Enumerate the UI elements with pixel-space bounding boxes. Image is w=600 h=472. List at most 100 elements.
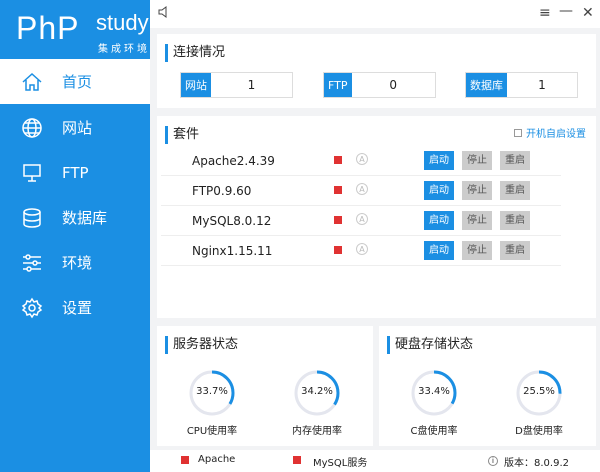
restart-button[interactable]: 重启 <box>500 211 530 230</box>
autostart-checkbox[interactable]: 开机自启设置 <box>514 125 586 140</box>
autostart-label: 开机自启设置 <box>526 129 586 140</box>
connection-card: 连接情况 网站 1 FTP 0 数据库 1 <box>157 34 596 108</box>
checkbox-icon <box>514 129 522 137</box>
gauge-arc <box>516 370 562 416</box>
stop-button[interactable]: 停止 <box>462 151 492 170</box>
mysql-status-indicator <box>293 456 301 464</box>
apache-status-label: Apache <box>198 454 236 465</box>
globe-icon <box>20 116 44 140</box>
sidebar-item-label: 环境 <box>62 254 93 272</box>
minimize-button[interactable]: — <box>559 3 573 19</box>
logo-study: study <box>96 10 149 35</box>
section-title: 套件 <box>165 126 199 144</box>
service-status-indicator <box>334 186 342 194</box>
sidebar-item-ftp[interactable]: FTP <box>0 150 150 195</box>
gauge-ring <box>189 370 235 416</box>
database-icon <box>20 206 44 230</box>
sidebar-item-label: 数据库 <box>62 209 108 227</box>
section-title: 连接情况 <box>165 44 225 62</box>
close-button[interactable]: ✕ <box>582 5 594 21</box>
gauge-arc <box>411 370 457 416</box>
auto-icon[interactable]: A <box>356 213 368 225</box>
service-row: Nginx1.15.11 A 启动 停止 重启 <box>161 236 561 266</box>
gauge-arc <box>294 370 340 416</box>
service-row: MySQL8.0.12 A 启动 停止 重启 <box>161 206 561 236</box>
status-bar: Apache MySQL服务 i 版本：8.0.9.2 <box>150 450 600 472</box>
gauge-arc <box>189 370 235 416</box>
sidebar-item-home[interactable]: 首页 <box>0 59 150 104</box>
gauge-percent: 33.4% <box>418 386 450 397</box>
restart-button[interactable]: 重启 <box>500 151 530 170</box>
conn-value: 1 <box>538 78 546 92</box>
version-label: 版本：8.0.9.2 <box>504 458 569 469</box>
menu-button[interactable]: ≡ <box>539 5 551 21</box>
auto-icon[interactable]: A <box>356 183 368 195</box>
conn-ftp: FTP 0 <box>323 72 436 98</box>
sidebar: PhP study 集成环境 首页 网站 FTP 数据库 环境 设置 <box>0 0 150 472</box>
restart-button[interactable]: 重启 <box>500 181 530 200</box>
sidebar-item-label: 设置 <box>62 299 93 317</box>
sidebar-item-label: FTP <box>62 163 89 182</box>
sidebar-item-website[interactable]: 网站 <box>0 105 150 150</box>
sliders-icon <box>20 251 44 275</box>
section-title: 硬盘存储状态 <box>387 336 473 354</box>
conn-database: 数据库 1 <box>465 72 578 98</box>
service-row: Apache2.4.39 A 启动 停止 重启 <box>161 146 561 176</box>
auto-icon[interactable]: A <box>356 153 368 165</box>
server-status-card: 服务器状态 33.7% CPU使用率 34.2% 内存使用率 <box>157 326 373 446</box>
sidebar-item-settings[interactable]: 设置 <box>0 285 150 330</box>
service-status-indicator <box>334 246 342 254</box>
logo-subtitle: 集成环境 <box>98 44 150 55</box>
sidebar-item-label: 网站 <box>62 119 93 137</box>
title-bar: ≡ — ✕ <box>150 0 600 28</box>
service-name: MySQL8.0.12 <box>192 214 272 228</box>
mysql-status-label: MySQL服务 <box>313 458 368 469</box>
auto-icon[interactable]: A <box>356 243 368 255</box>
gauge-label: C盘使用率 <box>410 426 458 437</box>
logo-php: PhP <box>16 10 80 46</box>
service-status-indicator <box>334 216 342 224</box>
logo: PhP study 集成环境 <box>16 10 149 55</box>
gauge-percent: 34.2% <box>301 386 333 397</box>
stop-button[interactable]: 停止 <box>462 241 492 260</box>
gauge-percent: 25.5% <box>523 386 555 397</box>
apache-status-indicator <box>181 456 189 464</box>
conn-website: 网站 1 <box>180 72 293 98</box>
conn-label: 数据库 <box>466 73 507 97</box>
service-status-indicator <box>334 156 342 164</box>
cpu-gauge: 33.7% CPU使用率 <box>172 368 252 437</box>
sidebar-item-environment[interactable]: 环境 <box>0 240 150 285</box>
suite-card: 套件 开机自启设置 Apache2.4.39 A 启动 停止 重启 FTP0.9.… <box>157 116 596 318</box>
sidebar-item-label: 首页 <box>62 73 93 91</box>
service-name: FTP0.9.60 <box>192 184 252 198</box>
start-button[interactable]: 启动 <box>424 181 454 200</box>
gear-icon <box>20 296 44 320</box>
speaker-icon[interactable] <box>157 5 171 23</box>
gauge-ring <box>411 370 457 416</box>
d-drive-gauge: 25.5% D盘使用率 <box>499 368 579 437</box>
memory-gauge: 34.2% 内存使用率 <box>277 368 357 437</box>
section-title: 服务器状态 <box>165 336 238 354</box>
conn-value: 1 <box>247 78 256 92</box>
sidebar-item-database[interactable]: 数据库 <box>0 195 150 240</box>
service-name: Nginx1.15.11 <box>192 244 273 258</box>
stop-button[interactable]: 停止 <box>462 211 492 230</box>
conn-value: 0 <box>389 78 398 92</box>
gauge-ring <box>516 370 562 416</box>
conn-label: FTP <box>324 73 352 97</box>
restart-button[interactable]: 重启 <box>500 241 530 260</box>
start-button[interactable]: 启动 <box>424 211 454 230</box>
conn-label: 网站 <box>181 73 211 97</box>
gauge-label: 内存使用率 <box>292 426 342 437</box>
home-icon <box>20 70 44 94</box>
gauge-percent: 33.7% <box>196 386 228 397</box>
gauge-ring <box>294 370 340 416</box>
start-button[interactable]: 启动 <box>424 151 454 170</box>
monitor-icon <box>20 161 44 185</box>
c-drive-gauge: 33.4% C盘使用率 <box>394 368 474 437</box>
disk-status-card: 硬盘存储状态 33.4% C盘使用率 25.5% D盘使用率 <box>379 326 596 446</box>
service-row: FTP0.9.60 A 启动 停止 重启 <box>161 176 561 206</box>
start-button[interactable]: 启动 <box>424 241 454 260</box>
stop-button[interactable]: 停止 <box>462 181 492 200</box>
gauge-label: D盘使用率 <box>515 426 563 437</box>
